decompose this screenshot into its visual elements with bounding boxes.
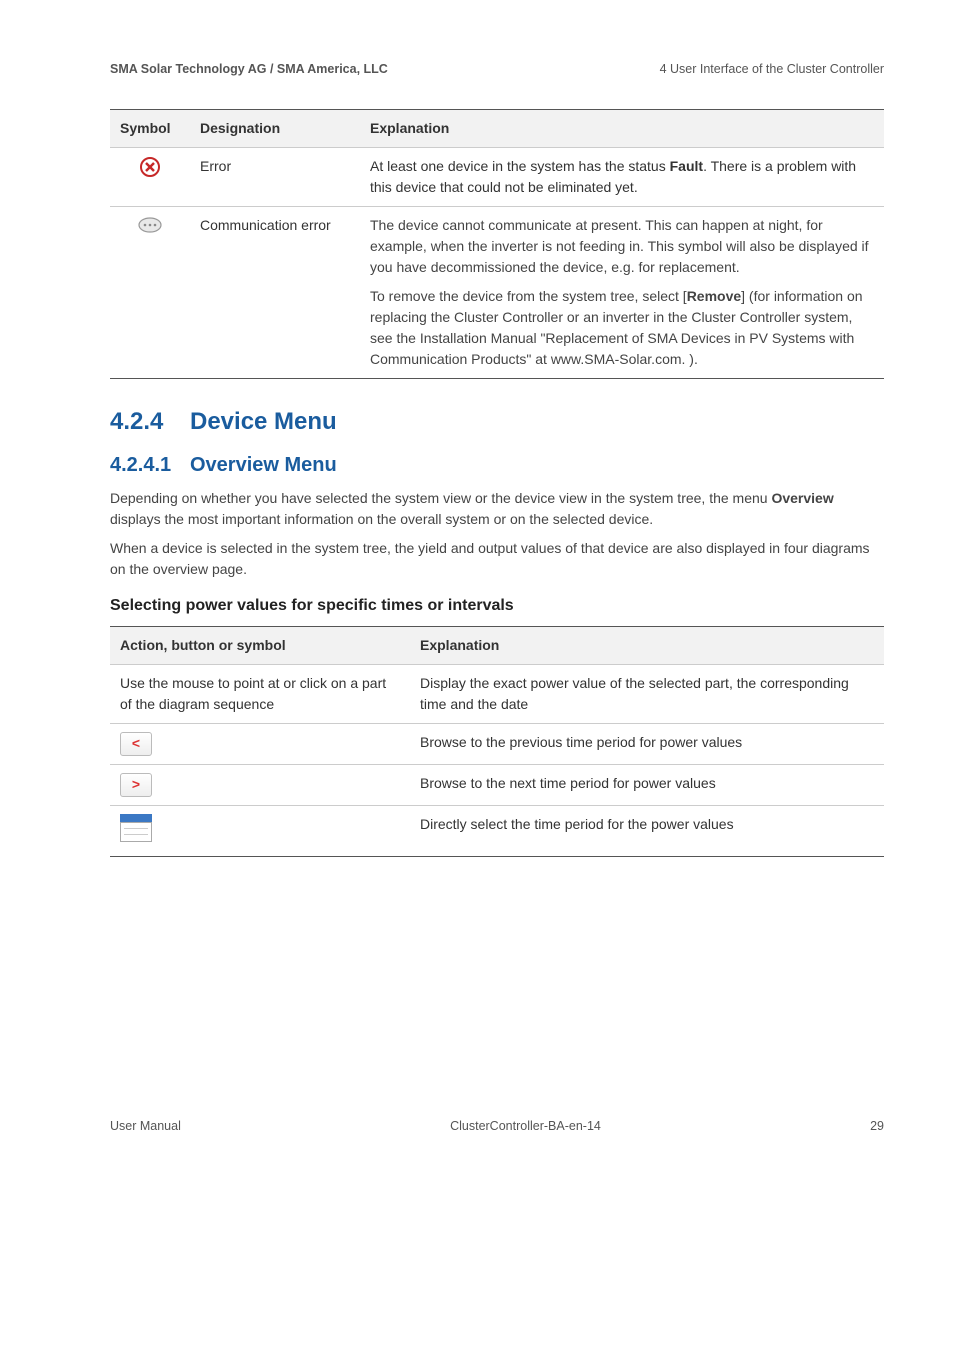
next-button-icon: > (120, 773, 152, 797)
table-row: Error At least one device in the system … (110, 147, 884, 206)
table-row: Communication error The device cannot co… (110, 206, 884, 378)
action-cell: < (110, 723, 410, 764)
symbol-cell (110, 147, 190, 206)
bold-text: Fault (670, 158, 703, 174)
text: To remove the device from the system tre… (370, 286, 874, 370)
error-icon (139, 156, 161, 184)
table-row: Directly select the time period for the … (110, 805, 884, 856)
heading-title: Overview Menu (190, 454, 337, 476)
heading-title: Device Menu (190, 408, 337, 435)
action-cell: Use the mouse to point at or click on a … (110, 664, 410, 723)
page-footer: User Manual ClusterController-BA-en-14 2… (110, 1117, 884, 1136)
table-header-row: Action, button or symbol Explanation (110, 626, 884, 664)
explanation-cell: At least one device in the system has th… (360, 147, 884, 206)
explanation-cell: Display the exact power value of the sel… (410, 664, 884, 723)
heading-number: 4.2.4.1 (110, 450, 190, 480)
th-designation: Designation (190, 109, 360, 147)
th-symbol: Symbol (110, 109, 190, 147)
action-cell: > (110, 764, 410, 805)
explanation-cell: Browse to the previous time period for p… (410, 723, 884, 764)
designation-cell: Error (190, 147, 360, 206)
text: Depending on whether you have selected t… (110, 490, 771, 506)
heading-number: 4.2.4 (110, 404, 190, 440)
text: displays the most important information … (110, 511, 653, 527)
designation-cell: Communication error (190, 206, 360, 378)
text: At least one device in the system has th… (370, 158, 670, 174)
page-header: SMA Solar Technology AG / SMA America, L… (110, 60, 884, 79)
table-row: > Browse to the next time period for pow… (110, 764, 884, 805)
bold-text: Remove (687, 288, 741, 304)
explanation-cell: The device cannot communicate at present… (360, 206, 884, 378)
action-cell (110, 805, 410, 856)
symbol-cell (110, 206, 190, 378)
header-left: SMA Solar Technology AG / SMA America, L… (110, 60, 388, 79)
explanation-cell: Browse to the next time period for power… (410, 764, 884, 805)
paragraph: When a device is selected in the system … (110, 538, 884, 580)
subsection-heading: 4.2.4.1Overview Menu (110, 450, 884, 480)
section-heading: 4.2.4Device Menu (110, 404, 884, 440)
table-row: Use the mouse to point at or click on a … (110, 664, 884, 723)
header-right: 4 User Interface of the Cluster Controll… (660, 60, 884, 79)
symbol-table: Symbol Designation Explanation Error At … (110, 109, 884, 379)
bold-text: Overview (771, 490, 833, 506)
footer-center: ClusterController-BA-en-14 (450, 1117, 601, 1136)
explanation-cell: Directly select the time period for the … (410, 805, 884, 856)
th-explanation: Explanation (360, 109, 884, 147)
table-header-row: Symbol Designation Explanation (110, 109, 884, 147)
text: The device cannot communicate at present… (370, 215, 874, 278)
communication-error-icon (137, 215, 163, 241)
table-row: < Browse to the previous time period for… (110, 723, 884, 764)
text: To remove the device from the system tre… (370, 288, 687, 304)
th-action: Action, button or symbol (110, 626, 410, 664)
th-explanation: Explanation (410, 626, 884, 664)
paragraph: Depending on whether you have selected t… (110, 488, 884, 530)
calendar-icon (120, 814, 152, 842)
previous-button-icon: < (120, 732, 152, 756)
footer-left: User Manual (110, 1117, 181, 1136)
footer-right: 29 (870, 1117, 884, 1136)
action-table: Action, button or symbol Explanation Use… (110, 626, 884, 857)
sub-heading: Selecting power values for specific time… (110, 594, 884, 618)
